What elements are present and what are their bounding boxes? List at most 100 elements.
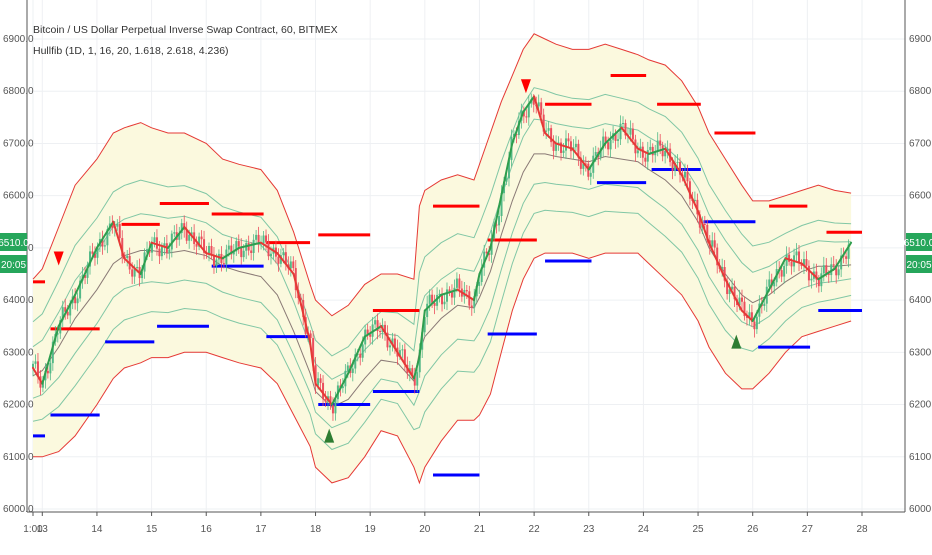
candle-body [644,157,647,162]
y-tick-label-left: 6200.0 [3,400,34,411]
candle-body [837,269,840,276]
hull-segment [647,147,667,155]
candle-body [103,245,106,247]
inner-band-line [32,209,852,451]
candle-body [141,271,144,279]
candle-body [582,163,585,169]
x-tick-label: 21 [474,524,486,535]
candle-body [607,142,610,150]
candle-body [319,378,322,383]
candle-body [116,223,119,227]
hull-segment [800,262,820,281]
candle-body [282,252,285,256]
y-tick-label-right: 6300.0 [909,347,932,358]
candle-body [445,289,448,302]
candle-body [59,320,62,334]
candle-body [676,161,679,163]
candle-body [830,264,833,276]
price-badge: 6510.0 [904,238,932,249]
candle-body [222,263,225,265]
candle-body [208,246,211,254]
candle-body [498,216,501,226]
indicator-legend[interactable]: Hullfib (1D, 1, 16, 20, 1.618, 2.618, 4.… [33,45,229,57]
candle-body [235,241,238,252]
candle-body [215,259,218,267]
candle-body [292,261,295,269]
candle-body [738,297,741,306]
candle-body [733,286,736,300]
candle-body [827,273,830,276]
candle-body [589,172,592,177]
candle-body [155,237,158,249]
candle-body [324,399,327,402]
x-tick-label: 17 [255,524,267,535]
candle-body [822,265,825,274]
candle-body [599,148,602,158]
candle-body [212,255,215,267]
hull-segment [571,147,590,171]
candle-body [768,279,771,287]
candle-body [416,372,419,386]
y-tick-label-left: 6400.0 [3,295,34,306]
candle-body [361,344,364,358]
candle-body [252,239,255,254]
x-tick-label: 28 [856,524,868,535]
candle-body [49,363,52,374]
candle-body [574,143,577,148]
candle-body [537,102,540,107]
candle-body [552,142,555,151]
candle-body [693,199,696,202]
candle-body [118,223,121,239]
candle-body [369,334,372,337]
candle-body [517,120,520,136]
candle-body [302,300,305,318]
y-tick-label-left: 6800.0 [3,86,34,97]
x-tick-label: 16 [201,524,213,535]
candle-body [374,320,377,325]
candle-body [84,274,87,278]
candle-body [265,235,268,243]
hull-segment [363,325,383,338]
fib-level-lines [33,74,862,477]
candle-body [277,256,280,264]
candle-body [773,282,776,287]
candle-body [723,267,726,281]
hull-segment [707,241,727,281]
candle-body [703,224,706,226]
candle-body [32,363,34,368]
candle-body [577,143,580,158]
x-tick-label: 26 [747,524,759,535]
candle-body [433,302,436,306]
time-badge-bg [0,255,27,273]
candle-body [550,128,553,143]
candle-body [569,141,572,152]
candle-body [547,128,550,131]
candle-body [376,320,379,331]
candle-body [388,345,391,348]
candle-body [379,330,382,333]
candle-body [66,311,69,316]
candle-body [150,242,153,253]
candle-body [646,150,649,162]
candle-body [403,349,406,365]
candle-body [478,281,481,286]
candle-body [188,234,191,241]
x-tick-label: 25 [692,524,704,535]
candle-body [592,155,595,173]
hull-segment [784,257,803,265]
hull-segment [112,220,126,260]
candle-body [198,236,201,247]
hull-segment [489,194,503,249]
candle-body [269,253,272,257]
hull-segment [751,288,771,322]
candle-body [426,303,429,318]
candle-body [334,399,337,414]
x-tick-label: 20 [419,524,431,535]
candle-body [584,163,587,165]
candle-body [711,240,714,247]
candle-body [93,253,96,258]
candle-body [173,232,176,234]
hull-segment [664,147,683,176]
